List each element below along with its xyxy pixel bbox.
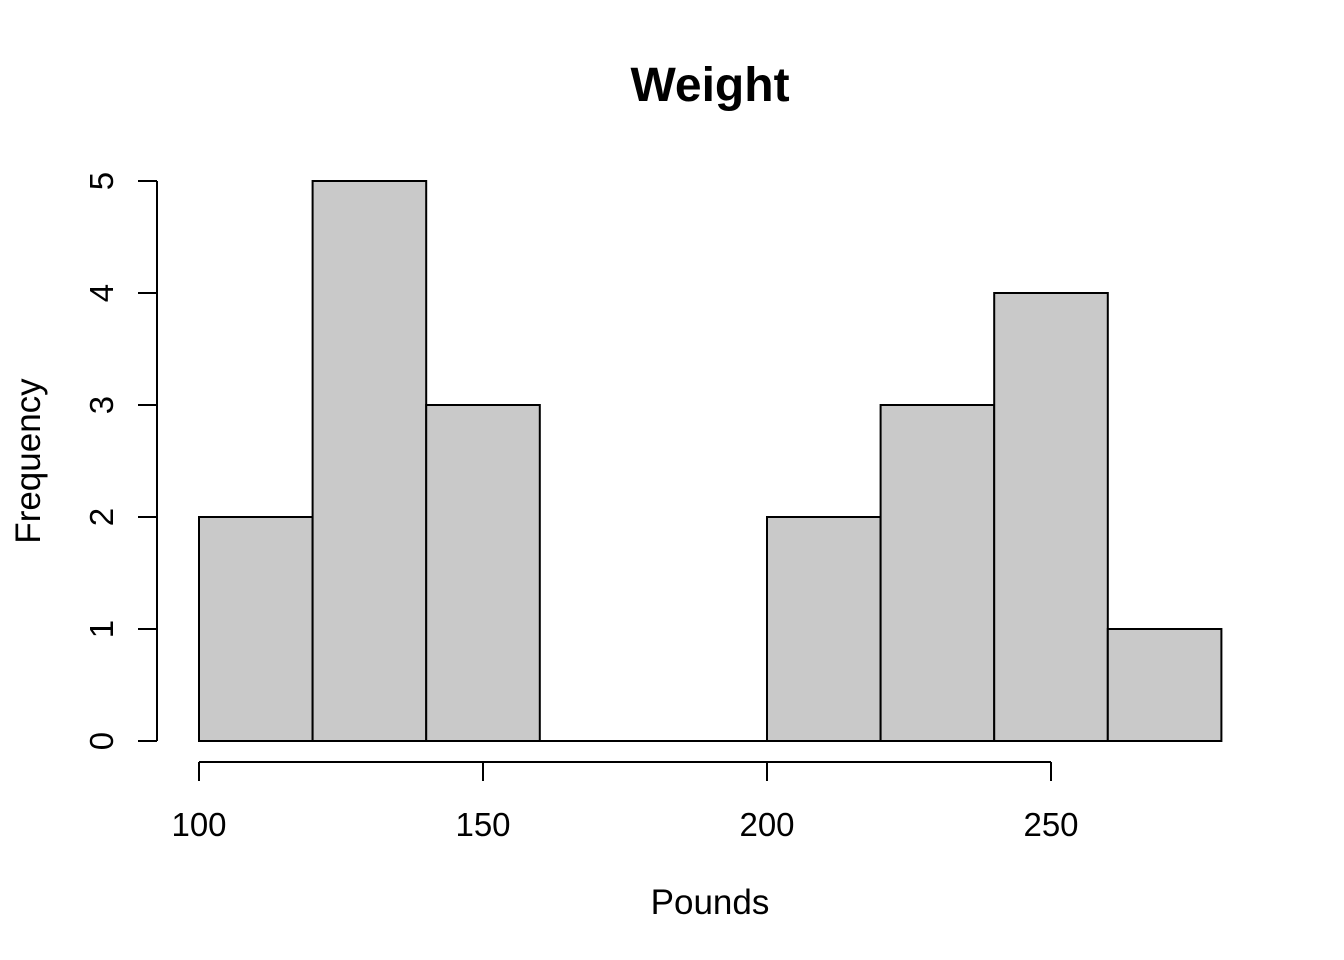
- y-tick-label: 3: [83, 396, 120, 414]
- histogram-bar: [879, 404, 996, 742]
- y-tick-label: 2: [83, 508, 120, 526]
- y-axis: 0 1 2 3 4 5: [83, 172, 158, 750]
- histogram-bar: [311, 180, 428, 742]
- histogram-bar: [425, 404, 541, 742]
- y-tick-label: 0: [83, 732, 120, 750]
- x-tick-label: 200: [739, 806, 794, 843]
- x-tick-label: 100: [171, 806, 226, 843]
- y-tick-label: 5: [83, 172, 120, 190]
- y-tick-label: 1: [83, 620, 120, 638]
- bars-group: [198, 180, 1223, 742]
- histogram-bar: [766, 516, 882, 742]
- histogram-bar: [198, 516, 314, 742]
- histogram-bar: [993, 292, 1109, 742]
- x-tick-label: 250: [1023, 806, 1078, 843]
- x-axis-label: Pounds: [651, 883, 770, 922]
- y-tick-label: 4: [83, 284, 120, 302]
- y-axis-label: Frequency: [9, 378, 48, 544]
- x-axis: 100 150 200 250: [171, 761, 1079, 843]
- chart-title: Weight: [630, 59, 789, 112]
- x-tick-label: 150: [455, 806, 510, 843]
- histogram-bar: [1106, 628, 1223, 742]
